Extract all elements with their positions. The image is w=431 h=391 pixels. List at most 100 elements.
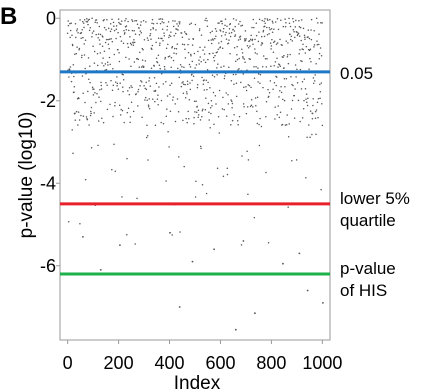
data-point <box>249 105 252 108</box>
data-point <box>128 58 130 60</box>
data-point <box>308 68 310 70</box>
data-point <box>77 32 79 34</box>
data-point <box>305 45 308 48</box>
data-point <box>295 76 297 78</box>
data-point <box>199 46 201 49</box>
data-point <box>195 64 198 66</box>
data-point <box>184 48 186 50</box>
data-point <box>100 81 102 84</box>
data-point <box>313 29 315 32</box>
data-point <box>313 80 316 82</box>
data-point <box>313 44 316 46</box>
data-point <box>187 43 189 46</box>
data-point <box>308 49 311 52</box>
data-point <box>298 53 300 55</box>
data-point <box>240 81 242 84</box>
data-point <box>185 117 187 120</box>
data-point <box>253 216 256 219</box>
data-point <box>275 43 278 45</box>
data-point <box>177 67 179 70</box>
data-point <box>115 25 118 27</box>
data-point <box>192 38 195 41</box>
data-point <box>222 96 224 99</box>
data-point <box>240 25 242 27</box>
data-point <box>164 68 166 70</box>
data-point <box>114 170 117 173</box>
data-point <box>260 44 262 46</box>
data-point <box>262 86 264 89</box>
data-point <box>121 86 124 88</box>
data-point <box>268 91 271 94</box>
data-point <box>183 165 185 168</box>
data-point <box>129 116 132 118</box>
data-point <box>290 76 292 78</box>
data-point <box>224 24 226 26</box>
data-point <box>173 52 175 54</box>
data-point <box>239 38 242 40</box>
data-point <box>203 89 206 91</box>
data-point <box>69 22 71 25</box>
data-point <box>158 18 160 20</box>
data-point <box>246 150 248 153</box>
data-point <box>98 25 101 28</box>
data-point <box>221 22 223 25</box>
data-point <box>306 289 309 292</box>
x-tick-label: 0 <box>63 353 73 373</box>
data-point <box>233 46 236 49</box>
data-point <box>74 23 77 25</box>
data-point <box>282 98 284 101</box>
x-tick-label: 200 <box>104 353 134 373</box>
data-point <box>155 41 157 44</box>
data-point <box>145 81 147 84</box>
data-point <box>198 59 200 61</box>
data-point <box>155 82 158 85</box>
data-point <box>102 57 104 59</box>
data-point <box>133 41 136 44</box>
data-point <box>78 119 81 121</box>
data-point <box>173 47 176 50</box>
data-point <box>140 80 142 82</box>
data-point <box>314 74 316 76</box>
data-point <box>177 111 180 113</box>
data-point <box>242 240 245 242</box>
data-point <box>230 123 232 126</box>
data-point <box>271 31 274 33</box>
data-point <box>200 147 202 150</box>
data-point <box>265 66 268 68</box>
data-point <box>309 57 311 60</box>
data-point <box>141 116 143 119</box>
data-point <box>209 127 211 129</box>
data-point <box>244 61 246 63</box>
data-point <box>194 23 197 26</box>
data-point <box>245 38 247 40</box>
data-point <box>119 114 122 116</box>
data-point <box>307 48 310 51</box>
data-point <box>210 42 213 45</box>
data-point <box>201 184 204 186</box>
data-point <box>171 99 174 101</box>
data-point <box>240 244 243 246</box>
data-point <box>127 90 129 92</box>
data-point <box>212 39 214 41</box>
data-point <box>169 231 171 234</box>
x-ticks-layer: 0 200 400 600 800 1000 <box>63 340 342 373</box>
data-point <box>267 88 269 91</box>
data-point <box>316 101 319 103</box>
data-point <box>183 66 185 69</box>
data-point <box>170 66 172 69</box>
data-point <box>287 136 290 138</box>
data-point <box>220 66 222 68</box>
data-point <box>103 64 105 67</box>
data-point <box>72 64 75 66</box>
data-point <box>316 40 318 42</box>
data-point <box>177 25 180 27</box>
data-point <box>289 33 291 36</box>
data-point <box>302 43 304 45</box>
data-point <box>293 94 296 97</box>
data-point <box>166 108 168 110</box>
data-point <box>165 180 167 182</box>
data-point <box>123 33 126 35</box>
data-point <box>134 33 137 35</box>
data-point <box>259 73 262 76</box>
data-point <box>140 21 142 23</box>
